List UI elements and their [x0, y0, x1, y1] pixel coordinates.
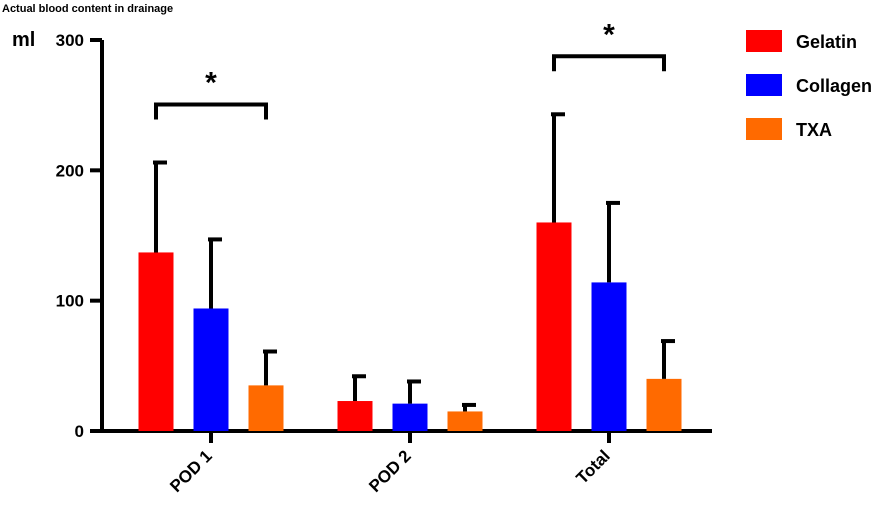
legend-label-txa: TXA	[796, 120, 832, 140]
legend-swatch-collagen	[746, 74, 782, 96]
x-tick-label: POD 1	[166, 446, 216, 496]
significance-star: *	[205, 67, 217, 100]
x-tick-label: Total	[573, 446, 614, 487]
bar-txa	[248, 385, 284, 431]
bar-gelatin	[138, 252, 174, 431]
bar-gelatin	[337, 401, 373, 431]
bars-group	[138, 222, 682, 431]
error-bars-group	[153, 112, 675, 412]
y-tick-label: 200	[56, 161, 84, 180]
x-tick-label: POD 2	[365, 446, 415, 496]
significance-bracket	[552, 54, 666, 72]
bar-collagen	[193, 308, 229, 431]
significance-star: *	[603, 18, 615, 51]
legend-swatch-txa	[746, 118, 782, 140]
bar-collagen	[591, 282, 627, 431]
y-tick-label: 300	[56, 31, 84, 50]
significance-group: **	[154, 18, 666, 120]
bar-gelatin	[536, 222, 572, 431]
legend-label-gelatin: Gelatin	[796, 32, 857, 52]
legend-label-collagen: Collagen	[796, 76, 872, 96]
legend-swatch-gelatin	[746, 30, 782, 52]
bar-txa	[447, 411, 483, 431]
bar-txa	[646, 378, 682, 431]
y-axis-label: ml	[12, 29, 35, 51]
significance-bracket	[154, 102, 268, 120]
y-tick-label: 100	[56, 292, 84, 311]
y-tick-label: 0	[75, 422, 84, 441]
chart-title: Actual blood content in drainage	[2, 3, 173, 15]
legend: Gelatin Collagen TXA	[746, 30, 872, 140]
bar-collagen	[392, 403, 428, 431]
